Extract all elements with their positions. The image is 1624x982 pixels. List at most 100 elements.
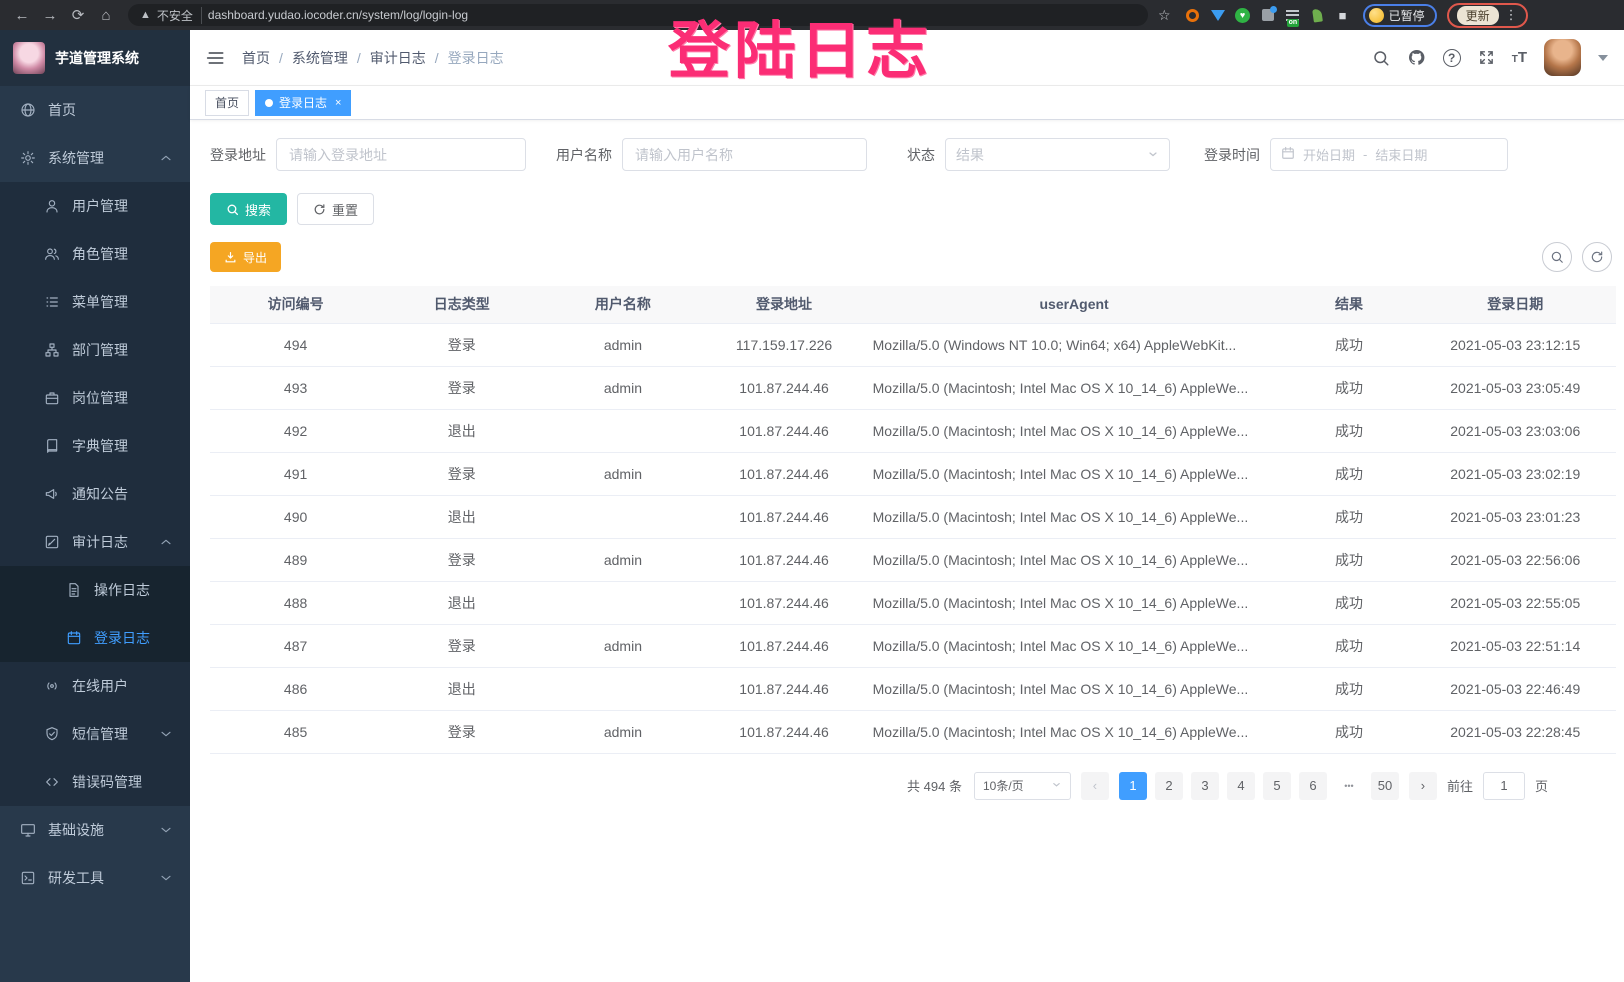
- login-time-range-picker[interactable]: 开始日期 - 结束日期: [1270, 138, 1508, 171]
- extension-orange-icon[interactable]: [1185, 7, 1201, 23]
- table-row: 487 登录 admin 101.87.244.46 Mozilla/5.0 (Maci…: [210, 624, 1616, 668]
- table-cell: 2021-05-03 22:55:05: [1414, 581, 1616, 625]
- table-cell: 成功: [1283, 323, 1415, 367]
- breadcrumb-item-审计日志[interactable]: 审计日志: [369, 49, 426, 66]
- goto-page-input[interactable]: [1482, 771, 1525, 800]
- sidebar-item-研发工具[interactable]: 研发工具: [0, 854, 190, 902]
- column-header-登录地址: 登录地址: [703, 286, 865, 324]
- sidebar-item-label: 系统管理: [48, 150, 104, 166]
- page-size-select[interactable]: 10条/页: [973, 771, 1071, 800]
- sidebar-item-用户管理[interactable]: 用户管理: [0, 182, 190, 230]
- search-button[interactable]: 搜索: [210, 193, 288, 225]
- browser-menu-icon[interactable]: ⋮: [1504, 7, 1518, 22]
- status-label: 状态: [907, 146, 935, 163]
- date-separator: -: [1363, 147, 1368, 162]
- extension-list-icon[interactable]: on: [1285, 7, 1301, 27]
- address-bar[interactable]: ▲ 不安全 dashboard.yudao.iocoder.cn/system/…: [128, 4, 1148, 26]
- tab-登录日志[interactable]: 登录日志 ×: [255, 89, 352, 116]
- sidebar-item-角色管理[interactable]: 角色管理: [0, 230, 190, 278]
- reset-button-label: 重置: [332, 202, 359, 218]
- table-cell: [542, 667, 704, 711]
- sidebar-item-岗位管理[interactable]: 岗位管理: [0, 374, 190, 422]
- extension-grid-icon[interactable]: [1260, 6, 1277, 23]
- browser-home-button[interactable]: ⌂: [101, 6, 111, 24]
- sidebar-item-字典管理[interactable]: 字典管理: [0, 422, 190, 470]
- sidebar-item-基础设施[interactable]: 基础设施: [0, 806, 190, 854]
- table-cell: [542, 409, 704, 453]
- sidebar-item-审计日志[interactable]: 审计日志: [0, 518, 190, 566]
- sidebar-item-在线用户[interactable]: 在线用户: [0, 662, 190, 710]
- sidebar-item-菜单管理[interactable]: 菜单管理: [0, 278, 190, 326]
- table-cell: 2021-05-03 23:01:23: [1414, 495, 1616, 539]
- start-date-placeholder[interactable]: 开始日期: [1303, 148, 1356, 163]
- prev-page-button[interactable]: ‹: [1080, 771, 1109, 800]
- page-button-4[interactable]: 4: [1226, 771, 1255, 800]
- extension-gem-icon[interactable]: [1210, 7, 1226, 23]
- page-button-50[interactable]: 50: [1370, 771, 1399, 800]
- breadcrumb-separator: /: [356, 49, 361, 66]
- fullscreen-icon[interactable]: [1478, 49, 1495, 66]
- help-icon[interactable]: ?: [1442, 48, 1461, 67]
- font-size-icon[interactable]: TT: [1511, 49, 1527, 66]
- browser-forward-button[interactable]: →: [42, 6, 58, 24]
- security-label: 不安全: [157, 6, 202, 24]
- menu-icon: [44, 294, 60, 310]
- toggle-search-button[interactable]: [1542, 242, 1572, 272]
- browser-back-button[interactable]: ←: [14, 6, 30, 24]
- page-button-6[interactable]: 6: [1298, 771, 1327, 800]
- browser-reload-button[interactable]: ⟳: [71, 7, 85, 24]
- table-cell: 登录: [381, 323, 543, 367]
- more-pages-button[interactable]: •••: [1344, 780, 1354, 791]
- extension-green-icon[interactable]: ♥: [1235, 7, 1251, 23]
- breadcrumb-item-系统管理[interactable]: 系统管理: [291, 49, 348, 66]
- table-row: 493 登录 admin 101.87.244.46 Mozilla/5.0 (Maci…: [210, 366, 1616, 410]
- sidebar-item-登录日志[interactable]: 登录日志: [0, 614, 190, 662]
- chevron-down-icon: [158, 726, 174, 742]
- bookmark-star-icon[interactable]: ☆: [1158, 6, 1171, 23]
- login-address-input[interactable]: [276, 138, 526, 171]
- profile-paused-chip[interactable]: 已暂停: [1362, 3, 1437, 27]
- page-button-2[interactable]: 2: [1154, 771, 1183, 800]
- username-input[interactable]: [622, 138, 867, 171]
- reset-button[interactable]: 重置: [297, 193, 375, 225]
- extension-plant-icon[interactable]: [1310, 7, 1326, 23]
- user-menu-caret-icon[interactable]: [1598, 54, 1608, 61]
- chevron-down-icon: [158, 822, 174, 838]
- table-cell: Mozilla/5.0 (Macintosh; Intel Mac OS X 1…: [864, 538, 1284, 582]
- avatar[interactable]: [1544, 39, 1581, 76]
- table-cell: Mozilla/5.0 (Macintosh; Intel Mac OS X 1…: [864, 366, 1284, 410]
- page-button-5[interactable]: 5: [1262, 771, 1291, 800]
- export-button[interactable]: 导出: [210, 242, 282, 272]
- audit-icon: [44, 534, 60, 550]
- sidebar-item-首页[interactable]: 首页: [0, 86, 190, 134]
- sidebar-item-错误码管理[interactable]: 错误码管理: [0, 758, 190, 806]
- update-chip[interactable]: 更新 ⋮: [1446, 2, 1528, 28]
- page-button-3[interactable]: 3: [1190, 771, 1219, 800]
- tab-首页[interactable]: 首页: [205, 89, 250, 116]
- sidebar-toggle-icon[interactable]: [206, 48, 226, 68]
- end-date-placeholder[interactable]: 结束日期: [1375, 148, 1428, 163]
- github-icon[interactable]: [1407, 48, 1426, 67]
- filter-form: 登录地址 用户名称 状态 结果 登录时: [210, 138, 1616, 171]
- search-button-label: 搜索: [245, 202, 272, 218]
- page-button-1[interactable]: 1: [1118, 771, 1147, 800]
- sidebar-item-短信管理[interactable]: 短信管理: [0, 710, 190, 758]
- sidebar-item-通知公告[interactable]: 通知公告: [0, 470, 190, 518]
- next-page-button[interactable]: ›: [1408, 771, 1437, 800]
- table-row: 491 登录 admin 101.87.244.46 Mozilla/5.0 (Maci…: [210, 452, 1616, 496]
- sidebar-item-系统管理[interactable]: 系统管理: [0, 134, 190, 182]
- sidebar-item-label: 错误码管理: [72, 774, 142, 790]
- extensions-puzzle-icon[interactable]: ■: [1338, 7, 1347, 23]
- sidebar-item-操作日志[interactable]: 操作日志: [0, 566, 190, 614]
- top-navbar: 首页 / 系统管理 / 审计日志 / 登录日志 ? TT: [190, 30, 1624, 86]
- column-header-访问编号: 访问编号: [210, 286, 382, 324]
- sidebar-item-部门管理[interactable]: 部门管理: [0, 326, 190, 374]
- table-cell: 登录: [381, 538, 543, 582]
- error-code-icon: [44, 774, 60, 790]
- refresh-table-button[interactable]: [1582, 242, 1612, 272]
- breadcrumb-item-首页[interactable]: 首页: [242, 49, 270, 66]
- status-select[interactable]: 结果: [945, 138, 1170, 171]
- close-tab-icon[interactable]: ×: [335, 96, 342, 109]
- table-cell: admin: [542, 323, 704, 367]
- header-search-icon[interactable]: [1372, 49, 1390, 67]
